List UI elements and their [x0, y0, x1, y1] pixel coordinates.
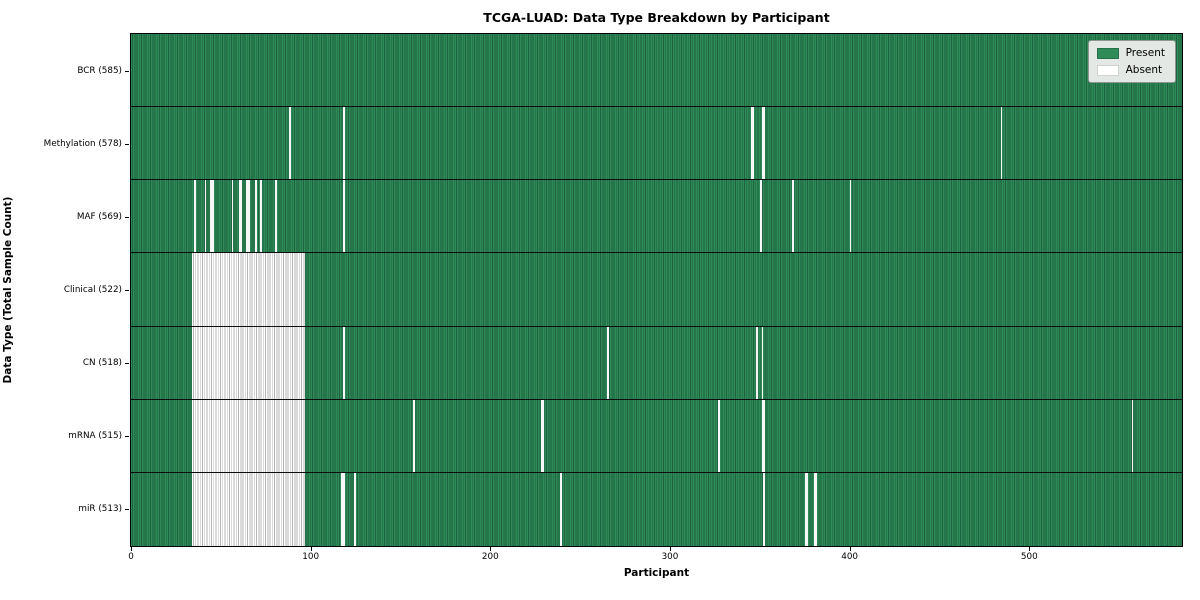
- chart-title: TCGA-LUAD: Data Type Breakdown by Partic…: [483, 10, 830, 25]
- absent-stripe: [813, 472, 818, 546]
- absent-stripe: [750, 107, 755, 180]
- absent-stripe: [210, 180, 214, 253]
- absent-stripe: [804, 472, 809, 546]
- row-band-clinical: [131, 253, 1182, 327]
- y-tick-mark: [125, 290, 129, 291]
- y-tick-mark: [125, 143, 129, 145]
- absent-stripe: [204, 180, 207, 253]
- absent-stripe: [289, 107, 291, 180]
- absent-stripe: [849, 180, 852, 253]
- y-tick-mark: [125, 509, 129, 511]
- x-tick-label: 400: [841, 552, 859, 562]
- absent-swatch-icon: [1096, 64, 1119, 76]
- y-tick-mark: [125, 216, 129, 218]
- absent-stripe: [540, 399, 545, 472]
- legend-item-absent: Absent: [1096, 64, 1165, 76]
- absent-stripe: [193, 180, 196, 253]
- y-tick-label: mRNA (515): [68, 431, 122, 442]
- absent-stripe: [254, 180, 257, 253]
- absent-stripe: [761, 399, 766, 472]
- y-tick-label: Clinical (522): [63, 285, 122, 295]
- absent-stripe: [341, 472, 345, 546]
- absent-stripe: [274, 180, 277, 253]
- absent-stripe: [756, 326, 758, 399]
- absent-stripe: [192, 326, 306, 399]
- x-tick-label: 300: [661, 552, 679, 562]
- row-band-mir: [131, 472, 1182, 546]
- absent-stripe: [342, 180, 345, 253]
- row-band-mrna: [131, 399, 1182, 473]
- row-band-bcr: [131, 34, 1182, 108]
- y-tick-label: CN (518): [82, 358, 122, 369]
- absent-stripe: [761, 326, 764, 399]
- absent-stripe: [607, 326, 609, 399]
- x-tick-mark: [490, 547, 492, 551]
- absent-stripe: [342, 326, 345, 399]
- x-tick-label: 100: [302, 552, 320, 562]
- legend: Present Absent: [1087, 40, 1176, 83]
- x-tick-label: 200: [481, 552, 499, 562]
- x-tick-mark: [1029, 547, 1031, 551]
- y-tick-label: Methylation (578): [43, 138, 122, 149]
- absent-stripe: [231, 180, 234, 253]
- x-tick-label: 500: [1020, 552, 1038, 562]
- y-tick-label: MAF (569): [76, 211, 122, 222]
- x-tick-mark: [849, 547, 851, 551]
- absent-stripe: [353, 472, 356, 546]
- y-tick-mark: [125, 70, 129, 72]
- absent-stripe: [192, 253, 306, 326]
- x-tick-mark: [131, 547, 132, 551]
- absent-stripe: [763, 472, 766, 546]
- absent-stripe: [413, 399, 415, 472]
- present-swatch-icon: [1096, 47, 1119, 59]
- x-axis-label: Participant: [623, 567, 690, 579]
- row-band-maf: [131, 180, 1182, 254]
- x-tick-mark: [669, 547, 671, 551]
- absent-stripe: [1131, 399, 1134, 472]
- legend-label-absent: Absent: [1125, 64, 1163, 76]
- absent-stripe: [560, 472, 563, 546]
- y-tick-mark: [125, 436, 129, 438]
- plot-area: Present Absent: [130, 33, 1183, 547]
- y-tick-label: BCR (585): [77, 65, 122, 76]
- absent-stripe: [192, 472, 306, 546]
- row-band-methylation: [131, 107, 1182, 181]
- x-tick-label: 0: [128, 552, 134, 562]
- y-tick-label: miR (513): [78, 504, 122, 515]
- absent-stripe: [792, 180, 794, 253]
- row-band-cn: [131, 326, 1182, 400]
- absent-stripe: [342, 107, 345, 180]
- absent-stripe: [238, 180, 243, 253]
- absent-stripe: [759, 180, 762, 253]
- y-tick-mark: [125, 363, 129, 365]
- absent-stripe: [1000, 107, 1003, 180]
- absent-stripe: [718, 399, 721, 472]
- absent-stripe: [260, 180, 263, 253]
- absent-stripe: [245, 180, 250, 253]
- x-tick-mark: [310, 547, 312, 551]
- legend-item-present: Present: [1096, 47, 1165, 59]
- legend-label-present: Present: [1125, 47, 1165, 59]
- absent-stripe: [761, 107, 766, 180]
- absent-stripe: [192, 399, 306, 472]
